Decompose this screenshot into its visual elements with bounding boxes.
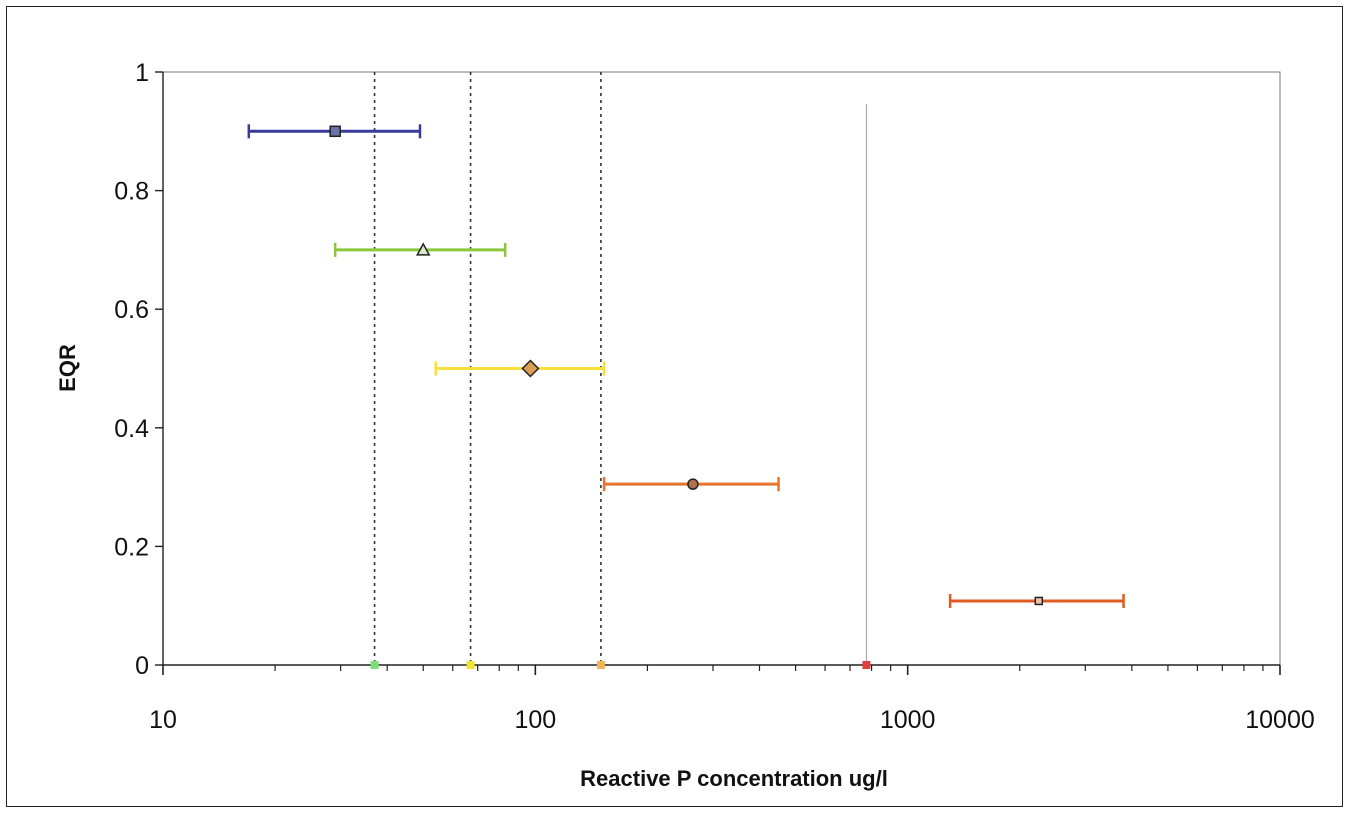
data-point — [329, 125, 341, 138]
y-tick-label: 0.4 — [114, 415, 149, 443]
data-point — [687, 478, 699, 490]
data-point — [415, 242, 431, 256]
boundary-axis-marker — [466, 661, 475, 669]
plot-area — [162, 71, 1281, 666]
y-axis-title: EQR — [55, 344, 80, 392]
y-tick-label: 0.6 — [114, 296, 149, 324]
chart-frame — [6, 6, 1343, 807]
boundary-axis-marker — [596, 661, 605, 669]
y-tick-label: 0 — [135, 652, 149, 680]
x-tick-label: 100 — [514, 706, 556, 734]
data-point — [1034, 596, 1044, 606]
x-tick-label: 10000 — [1245, 706, 1315, 734]
y-tick-label: 0.8 — [114, 178, 149, 206]
boundary-axis-marker — [370, 661, 379, 669]
y-tick-label: 0.2 — [114, 533, 149, 561]
y-tick-label: 1 — [135, 59, 149, 87]
x-tick-label: 1000 — [880, 706, 936, 734]
data-point — [521, 359, 540, 378]
x-tick-label: 10 — [149, 706, 177, 734]
x-axis-title: Reactive P concentration ug/l — [580, 766, 888, 791]
boundary-axis-marker — [862, 661, 871, 669]
